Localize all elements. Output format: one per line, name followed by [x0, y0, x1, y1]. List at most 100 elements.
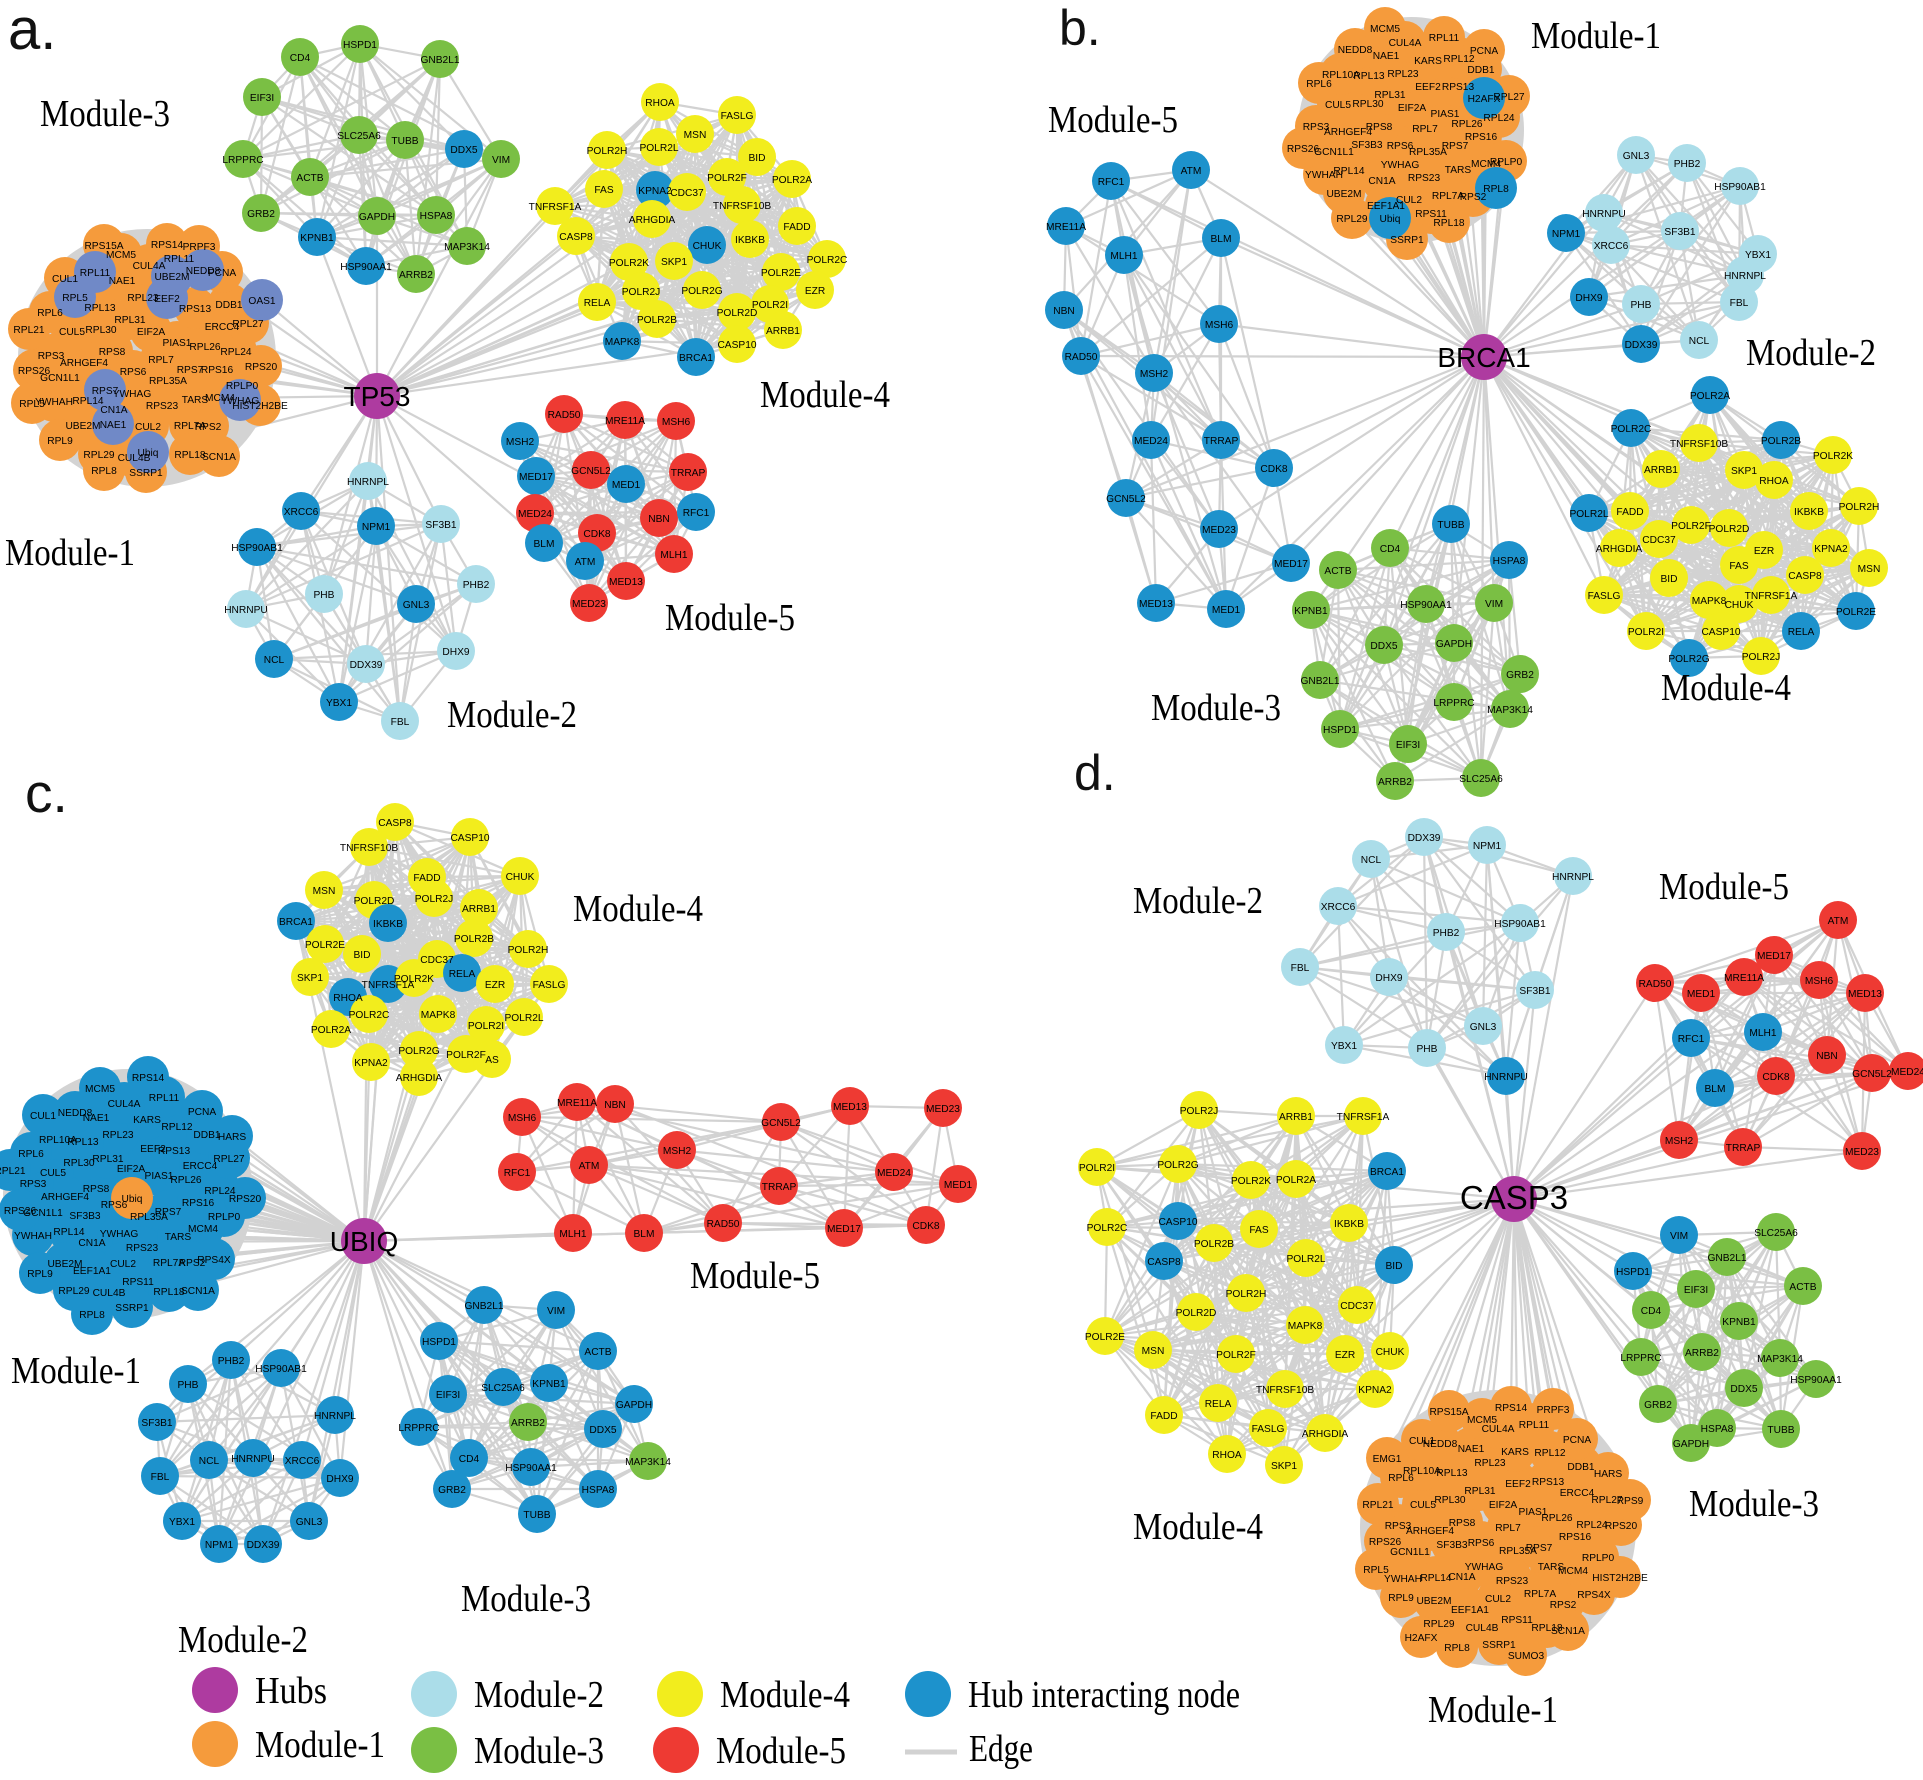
svg-text:FASLG: FASLG — [533, 980, 566, 991]
svg-text:MED13: MED13 — [609, 577, 643, 588]
svg-text:POLR2C: POLR2C — [1087, 1223, 1128, 1234]
svg-text:FADD: FADD — [783, 222, 810, 233]
svg-text:EZR: EZR — [485, 980, 505, 991]
svg-text:Module-5: Module-5 — [690, 1255, 820, 1297]
svg-text:HSP90AB1: HSP90AB1 — [1714, 182, 1766, 193]
svg-text:H2AFX: H2AFX — [1468, 94, 1501, 105]
svg-text:ARRB1: ARRB1 — [1279, 1112, 1313, 1123]
svg-text:MSN: MSN — [1142, 1346, 1165, 1357]
svg-text:POLR2B: POLR2B — [454, 934, 494, 945]
svg-text:MED13: MED13 — [833, 1102, 867, 1113]
svg-text:CASP8: CASP8 — [1147, 1257, 1181, 1268]
svg-text:ERCC4: ERCC4 — [205, 322, 240, 333]
svg-text:NBN: NBN — [648, 514, 670, 525]
svg-text:CASP10: CASP10 — [450, 833, 489, 844]
svg-text:GNB2L1: GNB2L1 — [1300, 676, 1339, 687]
svg-text:SCN1A: SCN1A — [1551, 1626, 1585, 1637]
svg-text:POLR2F: POLR2F — [446, 1050, 486, 1061]
svg-text:RFC1: RFC1 — [1678, 1034, 1705, 1045]
svg-text:POLR2D: POLR2D — [354, 896, 395, 907]
svg-text:RPS7: RPS7 — [177, 365, 204, 376]
svg-text:GAPDH: GAPDH — [1436, 639, 1472, 650]
svg-text:CUL4A: CUL4A — [1482, 1424, 1515, 1435]
svg-text:TNFRSF1A: TNFRSF1A — [362, 980, 415, 991]
svg-text:SSRP1: SSRP1 — [1390, 235, 1424, 246]
svg-text:PHB2: PHB2 — [463, 580, 490, 591]
svg-text:NCL: NCL — [1361, 855, 1382, 866]
svg-text:BLM: BLM — [1211, 234, 1232, 245]
svg-text:HNRNPL: HNRNPL — [314, 1411, 356, 1422]
svg-text:CDC37: CDC37 — [1340, 1301, 1374, 1312]
svg-text:ACTB: ACTB — [296, 173, 323, 184]
svg-text:ACTB: ACTB — [1324, 566, 1351, 577]
svg-text:POLR2C: POLR2C — [1611, 424, 1652, 435]
svg-text:CDC37: CDC37 — [1642, 535, 1676, 546]
svg-text:RPL9: RPL9 — [27, 1269, 53, 1280]
svg-text:ATM: ATM — [579, 1161, 600, 1172]
svg-text:RPL5: RPL5 — [1363, 1565, 1389, 1576]
svg-text:YBX1: YBX1 — [326, 698, 352, 709]
svg-text:RPL6: RPL6 — [37, 308, 63, 319]
svg-text:PHB: PHB — [1417, 1044, 1438, 1055]
svg-text:ARRB2: ARRB2 — [399, 270, 433, 281]
svg-text:RPS23: RPS23 — [1496, 1576, 1529, 1587]
svg-text:DHX9: DHX9 — [1375, 973, 1403, 984]
svg-text:BLM: BLM — [1705, 1084, 1726, 1095]
svg-text:KPNA2: KPNA2 — [1358, 1385, 1392, 1396]
svg-text:Module-5: Module-5 — [1659, 866, 1789, 908]
svg-text:MCM5: MCM5 — [85, 1084, 115, 1095]
svg-text:CDC37: CDC37 — [670, 188, 704, 199]
svg-text:CD4: CD4 — [459, 1454, 480, 1465]
svg-text:RPL12: RPL12 — [161, 1122, 192, 1133]
svg-text:CDK8: CDK8 — [912, 1221, 940, 1232]
svg-text:RELA: RELA — [1788, 627, 1815, 638]
svg-text:FBL: FBL — [391, 717, 410, 728]
svg-text:RPL13: RPL13 — [67, 1137, 98, 1148]
svg-text:Module-4: Module-4 — [573, 888, 703, 930]
svg-text:Module-2: Module-2 — [1133, 880, 1263, 922]
svg-text:RPS9: RPS9 — [1617, 1496, 1644, 1507]
svg-text:TNFRSF10B: TNFRSF10B — [1256, 1385, 1315, 1396]
svg-text:PHB2: PHB2 — [1674, 159, 1701, 170]
svg-text:RPS20: RPS20 — [229, 1194, 262, 1205]
svg-text:YWHAG: YWHAG — [1381, 160, 1420, 171]
svg-text:HNRNPL: HNRNPL — [1724, 271, 1766, 282]
svg-text:RPS14: RPS14 — [132, 1073, 165, 1084]
svg-text:MED1: MED1 — [944, 1180, 973, 1191]
svg-text:FAS: FAS — [1729, 561, 1748, 572]
svg-text:RPS8: RPS8 — [1449, 1518, 1476, 1529]
svg-text:KPNB1: KPNB1 — [1294, 606, 1328, 617]
svg-text:PHB: PHB — [178, 1380, 199, 1391]
svg-text:RPL11: RPL11 — [149, 1093, 180, 1104]
svg-text:RPS16: RPS16 — [1559, 1532, 1592, 1543]
svg-text:ACTB: ACTB — [584, 1347, 611, 1358]
svg-text:RPS2: RPS2 — [179, 1258, 206, 1269]
svg-text:KARS: KARS — [1501, 1447, 1529, 1458]
svg-text:SCN1A: SCN1A — [202, 452, 236, 463]
svg-text:CASP8: CASP8 — [559, 232, 593, 243]
svg-text:ARRB2: ARRB2 — [1685, 1348, 1719, 1359]
svg-text:RPS26: RPS26 — [18, 366, 51, 377]
svg-text:GCN5L2: GCN5L2 — [1852, 1069, 1892, 1080]
svg-text:GNL3: GNL3 — [1623, 151, 1650, 162]
svg-text:NPM1: NPM1 — [1552, 229, 1581, 240]
svg-text:RPL7: RPL7 — [148, 355, 174, 366]
svg-text:TNFRSF1A: TNFRSF1A — [1745, 591, 1798, 602]
svg-text:NEDD8: NEDD8 — [58, 1108, 93, 1119]
svg-text:RHOA: RHOA — [1212, 1450, 1242, 1461]
svg-text:RPL31: RPL31 — [1374, 90, 1405, 101]
svg-text:SF3B1: SF3B1 — [141, 1418, 172, 1429]
svg-text:SF3B1: SF3B1 — [1664, 227, 1695, 238]
svg-text:MAPK8: MAPK8 — [1288, 1321, 1323, 1332]
svg-text:CD4: CD4 — [1380, 544, 1401, 555]
svg-text:MSH2: MSH2 — [1665, 1136, 1694, 1147]
svg-text:Module-1: Module-1 — [5, 532, 135, 574]
svg-text:RPL14: RPL14 — [1333, 166, 1364, 177]
svg-text:RPL29: RPL29 — [1336, 214, 1367, 225]
svg-text:MED24: MED24 — [1134, 436, 1168, 447]
svg-text:MAP3K14: MAP3K14 — [1757, 1354, 1803, 1365]
svg-text:RPS26: RPS26 — [4, 1206, 37, 1217]
svg-text:EEF2: EEF2 — [154, 294, 180, 305]
svg-text:MRE11A: MRE11A — [1724, 973, 1764, 984]
svg-text:RPS26: RPS26 — [1287, 144, 1320, 155]
